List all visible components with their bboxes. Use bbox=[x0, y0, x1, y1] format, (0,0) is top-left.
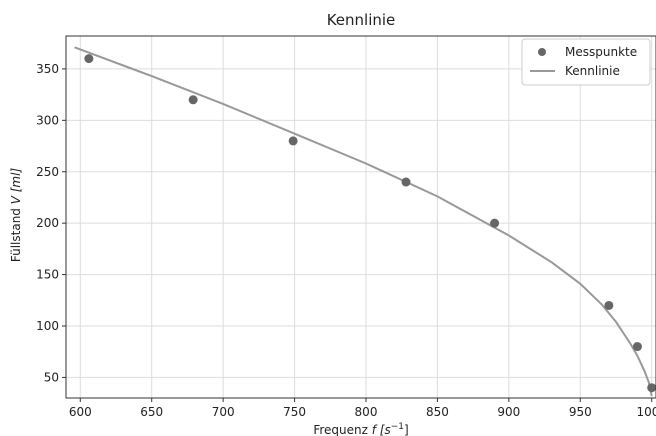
y-tick-label: 250 bbox=[36, 165, 59, 179]
data-point-messpunkte bbox=[288, 136, 298, 146]
data-point-messpunkte bbox=[604, 300, 614, 310]
x-tick-label: 750 bbox=[283, 405, 306, 419]
y-tick-label: 100 bbox=[36, 319, 59, 333]
y-axis-label-prefix: Füllstand bbox=[9, 204, 23, 262]
points-layer bbox=[84, 54, 656, 393]
legend: Messpunkte Kennlinie bbox=[521, 38, 651, 86]
legend-marker-messpunkte bbox=[538, 48, 546, 56]
legend-box bbox=[521, 38, 651, 86]
x-axis-label-var: f bbox=[372, 423, 378, 436]
grid bbox=[66, 36, 656, 398]
x-axis-label-unit-exp: −1 bbox=[391, 422, 404, 432]
x-tick-label: 850 bbox=[426, 405, 449, 419]
y-tick-label: 50 bbox=[44, 370, 59, 384]
x-axis-label-unit-close: ] bbox=[404, 423, 409, 436]
y-axis-label: Füllstand V [ml] bbox=[9, 168, 23, 263]
y-axis-label-var: V bbox=[9, 195, 23, 204]
legend-label-kennlinie: Kennlinie bbox=[565, 64, 620, 78]
x-tick-label: 950 bbox=[569, 405, 592, 419]
y-axis-label-unit: [ml] bbox=[9, 168, 23, 197]
x-axis-label: Frequenz f [s−1] bbox=[313, 422, 408, 436]
y-tick-label: 300 bbox=[36, 113, 59, 127]
x-tick-label: 600 bbox=[69, 405, 92, 419]
data-point-messpunkte bbox=[188, 95, 198, 105]
x-ticks: 600 650 700 750 800 850 900 950 1000 bbox=[69, 398, 656, 419]
data-point-messpunkte bbox=[647, 383, 656, 393]
legend-label-messpunkte: Messpunkte bbox=[565, 45, 637, 59]
x-tick-label: 700 bbox=[212, 405, 235, 419]
plot-frame bbox=[65, 35, 656, 399]
data-point-messpunkte bbox=[632, 342, 642, 352]
data-point-messpunkte bbox=[490, 218, 500, 228]
x-tick-label: 650 bbox=[140, 405, 163, 419]
x-tick-label: 1000 bbox=[636, 405, 656, 419]
y-tick-label: 150 bbox=[36, 268, 59, 282]
y-ticks: 50 100 150 200 250 300 350 bbox=[36, 62, 66, 384]
y-tick-label: 350 bbox=[36, 62, 59, 76]
y-tick-label: 200 bbox=[36, 216, 59, 230]
data-point-messpunkte bbox=[401, 177, 411, 187]
x-axis-label-unit-open: [s bbox=[376, 423, 391, 436]
x-axis-label-prefix: Frequenz bbox=[313, 423, 371, 436]
data-point-messpunkte bbox=[84, 54, 94, 64]
x-tick-label: 900 bbox=[497, 405, 520, 419]
chart-title: Kennlinie bbox=[327, 11, 396, 29]
line-layer bbox=[74, 46, 653, 397]
series-line-kennlinie bbox=[74, 46, 653, 397]
x-tick-label: 800 bbox=[355, 405, 378, 419]
